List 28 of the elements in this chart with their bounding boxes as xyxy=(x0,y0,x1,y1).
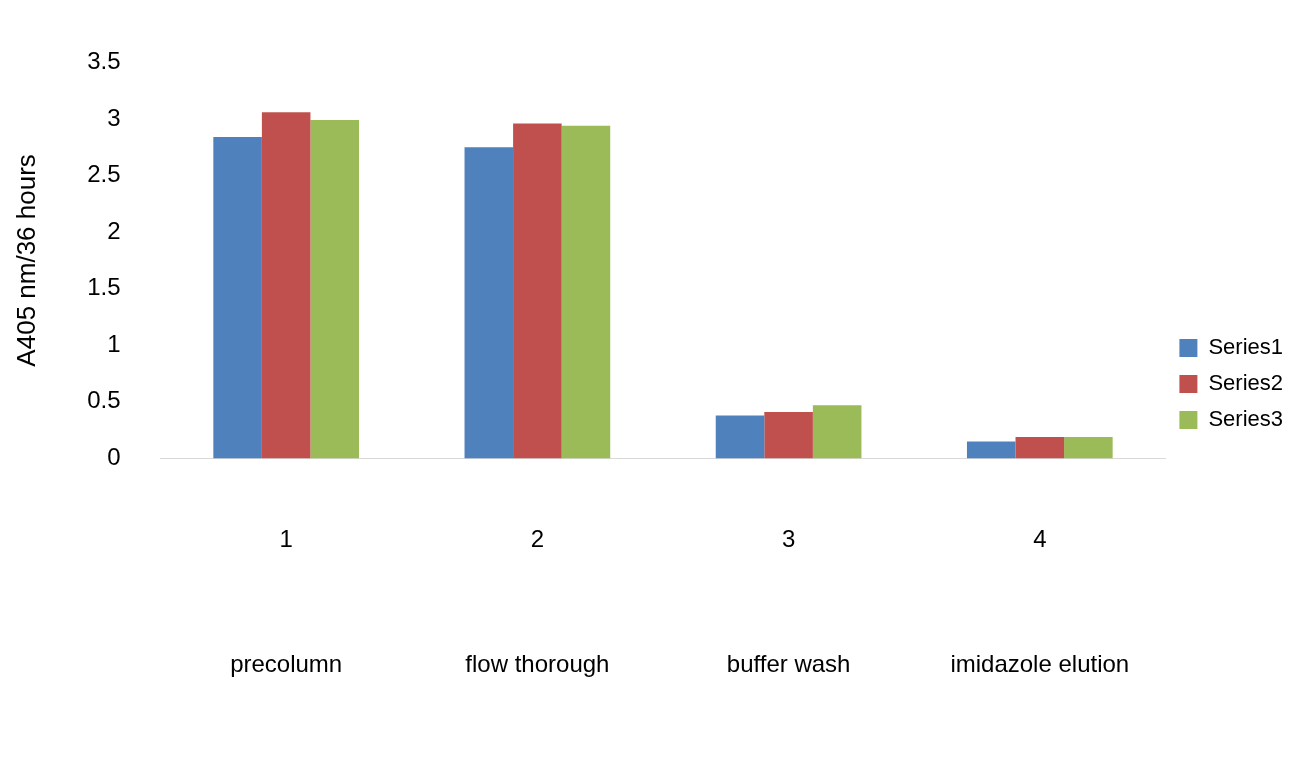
bar xyxy=(213,137,262,459)
bar xyxy=(966,441,1016,459)
legend-label: Series3 xyxy=(1208,406,1283,432)
y-tick-label: 1 xyxy=(107,329,121,357)
y-axis-title: A405 nm/36 hours xyxy=(10,154,41,367)
y-tick-label: 2.5 xyxy=(87,160,121,188)
y-tick-label: 2 xyxy=(107,216,121,244)
bar xyxy=(261,112,311,459)
legend-label: Series1 xyxy=(1208,334,1283,360)
y-tick-label: 0 xyxy=(107,443,121,471)
y-tick-label: 3 xyxy=(107,103,121,131)
bar xyxy=(310,120,360,459)
bar xyxy=(764,412,813,459)
bar xyxy=(561,125,611,459)
category-label: 1 precolumn xyxy=(230,525,343,678)
category-label: 2 flow thorough xyxy=(465,525,610,678)
bar xyxy=(1015,436,1065,459)
bar xyxy=(715,415,765,459)
y-tick-label: 3.5 xyxy=(87,47,121,75)
bar xyxy=(812,405,862,459)
category-label: 3 buffer wash xyxy=(726,525,851,678)
y-tick-label: 0.5 xyxy=(87,386,121,414)
bar xyxy=(513,123,562,459)
y-tick-label: 1.5 xyxy=(87,273,121,301)
bar xyxy=(1064,436,1113,459)
category-label: 4 imidazole elution xyxy=(950,525,1130,678)
legend-label: Series2 xyxy=(1208,370,1283,396)
bar xyxy=(464,147,514,459)
